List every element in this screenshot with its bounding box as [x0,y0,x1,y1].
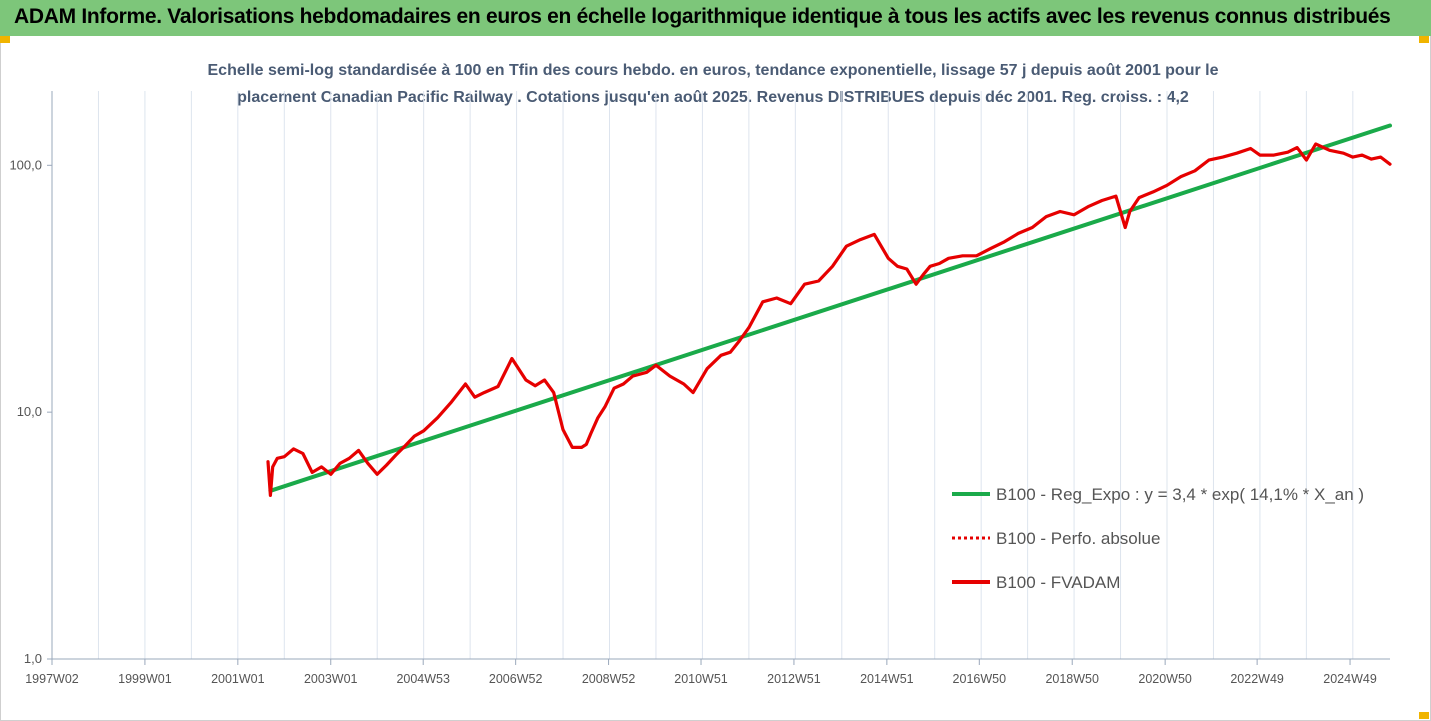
x-tick-label: 2003W01 [304,672,358,686]
x-tick-label: 2020W50 [1138,672,1192,686]
y-tick-label: 10,0 [17,404,42,419]
x-tick-label: 1999W01 [118,672,172,686]
x-tick-label: 2001W01 [211,672,265,686]
series-layer [266,123,1392,497]
series-line-regression [268,123,1392,493]
legend-label: B100 - Reg_Expo : y = 3,4 * exp( 14,1% *… [996,485,1364,504]
x-tick-label: 2006W52 [489,672,543,686]
legend: B100 - Reg_Expo : y = 3,4 * exp( 14,1% *… [952,485,1364,592]
axes [51,91,1390,660]
x-tick-label: 2018W50 [1045,672,1099,686]
x-tick-label: 1997W02 [25,672,79,686]
chart: Echelle semi-log standardisée à 100 en T… [9,62,1392,686]
grid [51,91,1354,659]
series-line-fvadam [266,142,1392,497]
legend-label: B100 - Perfo. absolue [996,529,1160,548]
chart-subtitle: Echelle semi-log standardisée à 100 en T… [208,62,1219,106]
y-tick-label: 1,0 [24,651,42,666]
corner-marker-bottom-right [1419,712,1429,719]
x-tick-label: 2008W52 [582,672,636,686]
corner-marker-right [1419,36,1429,43]
x-axis-ticks: 1997W02 1999W01 2001W01 2003W01 2004W53 2006W… [25,659,1377,686]
corner-marker-left [0,36,10,43]
x-tick-label: 2004W53 [396,672,450,686]
y-tick-label: 100,0 [9,157,42,172]
header-banner: ADAM Informe. Valorisations hebdomadaire… [0,0,1431,36]
x-tick-label: 2012W51 [767,672,821,686]
legend-label: B100 - FVADAM [996,573,1120,592]
page-title: ADAM Informe. Valorisations hebdomadaire… [14,5,1391,28]
x-tick-label: 2024W49 [1323,672,1377,686]
x-tick-label: 2016W50 [953,672,1007,686]
x-tick-label: 2022W49 [1230,672,1284,686]
x-tick-label: 2014W51 [860,672,914,686]
chart-subtitle-line-1: Echelle semi-log standardisée à 100 en T… [208,62,1219,79]
chart-subtitle-line-2: placement Canadian Pacific Railway . Cot… [237,89,1189,106]
x-tick-label: 2010W51 [674,672,728,686]
y-axis-ticks: 1,0 10,0 100,0 [9,157,52,666]
